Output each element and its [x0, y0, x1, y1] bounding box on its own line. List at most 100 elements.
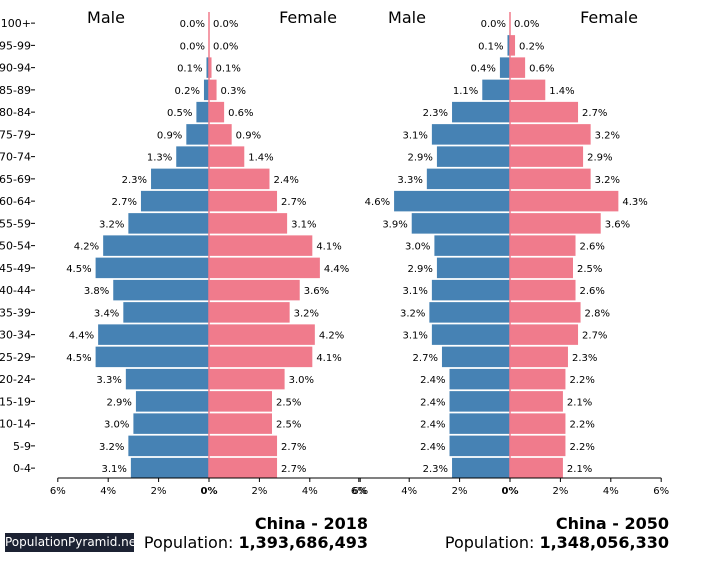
male-bar: [436, 257, 510, 279]
male-bar: [411, 213, 510, 234]
female-bar: [209, 413, 272, 434]
female-bar: [510, 79, 546, 101]
male-bar: [449, 391, 510, 412]
x-tick-label: 0%: [201, 486, 218, 497]
age-label: 15-19: [0, 395, 31, 408]
male-value-label: 2.9%: [107, 397, 132, 408]
male-value-label: 3.0%: [104, 420, 129, 431]
male-bar: [431, 124, 510, 145]
male-value-label: 1.3%: [147, 153, 172, 164]
brand-badge[interactable]: PopulationPyramid.net: [5, 533, 141, 552]
female-bar: [510, 302, 581, 323]
male-bar: [113, 279, 209, 301]
male-value-label: 0.5%: [167, 108, 192, 119]
x-tick-label: 2%: [552, 486, 568, 497]
age-label: 10-14: [0, 418, 31, 431]
male-value-label: 0.0%: [180, 41, 205, 52]
male-value-label: 2.9%: [408, 264, 433, 275]
female-bar: [209, 213, 288, 234]
age-label: 95-99: [0, 39, 31, 52]
female-bar: [209, 124, 232, 145]
male-bar: [135, 391, 209, 412]
female-value-label: 2.7%: [582, 108, 607, 119]
male-value-label: 2.7%: [112, 197, 137, 208]
female-bar: [209, 368, 285, 390]
female-value-label: 0.3%: [221, 86, 246, 97]
x-tick-label: 4%: [401, 486, 417, 497]
male-bar: [186, 124, 209, 145]
male-value-label: 3.2%: [99, 219, 124, 230]
female-value-label: 2.4%: [273, 175, 298, 186]
female-bar: [209, 435, 278, 457]
female-value-label: 2.7%: [281, 197, 306, 208]
x-tick-label: 6%: [653, 486, 669, 497]
female-value-label: 2.6%: [580, 286, 605, 297]
female-value-label: 3.2%: [294, 308, 319, 319]
male-value-label: 0.1%: [177, 64, 202, 75]
male-bar: [128, 435, 209, 457]
male-value-label: 3.4%: [94, 308, 119, 319]
male-bar: [452, 457, 510, 479]
age-label: 90-94: [0, 62, 31, 75]
age-label: 70-74: [0, 151, 31, 164]
female-bar: [209, 302, 290, 323]
age-label: 20-24: [0, 373, 31, 386]
male-bar: [449, 435, 510, 457]
female-value-label: 2.8%: [585, 308, 610, 319]
male-header: Male: [388, 8, 426, 27]
male-bar: [196, 101, 209, 123]
x-tick-label: 6%: [351, 486, 367, 497]
male-value-label: 3.0%: [405, 242, 430, 253]
x-tick-label: 4%: [100, 486, 116, 497]
female-value-label: 0.1%: [216, 64, 241, 75]
male-value-label: 0.0%: [180, 19, 205, 30]
x-tick-label: 4%: [603, 486, 619, 497]
male-value-label: 3.1%: [402, 286, 427, 297]
female-bar: [510, 346, 568, 368]
male-value-label: 3.1%: [402, 130, 427, 141]
male-bar: [449, 413, 510, 434]
population-value-2018: 1,393,686,493: [238, 533, 368, 552]
female-value-label: 3.6%: [605, 219, 630, 230]
x-tick-label: 6%: [352, 486, 368, 497]
male-value-label: 2.4%: [420, 375, 445, 386]
male-value-label: 4.4%: [69, 331, 94, 342]
female-bar: [209, 279, 300, 301]
age-label: 0-4: [13, 462, 31, 475]
female-bar: [209, 79, 217, 101]
male-bar: [452, 101, 510, 123]
female-value-label: 1.4%: [248, 153, 273, 164]
female-bar: [209, 457, 278, 479]
female-value-label: 4.3%: [622, 197, 647, 208]
female-bar: [510, 457, 563, 479]
pyramid-2018: Male Female 0.0% 0.0% 0.0% 0.0% 0.1% 0.1% 0.2% 0.…: [50, 8, 368, 497]
female-value-label: 0.6%: [529, 64, 554, 75]
female-bar: [209, 57, 212, 78]
female-bar: [510, 257, 573, 279]
female-bar: [510, 168, 591, 190]
age-label: 80-84: [0, 106, 31, 119]
female-bar: [510, 368, 566, 390]
pyramid-2050: Male Female 0.0% 0.0% 0.1% 0.2% 0.4% 0.6% 1.1% 1.…: [351, 8, 669, 497]
population-2018: Population: 1,393,686,493: [144, 533, 368, 552]
age-label: 55-59: [0, 217, 31, 230]
male-value-label: 0.4%: [471, 64, 496, 75]
male-bar: [103, 235, 209, 256]
male-bar: [125, 368, 209, 390]
female-value-label: 2.1%: [567, 464, 592, 475]
male-bar: [441, 346, 510, 368]
population-label: Population:: [444, 533, 535, 552]
female-bar: [510, 190, 619, 212]
x-tick-label: 2%: [452, 486, 468, 497]
age-group-labels: 100+ 95-99 90-94 85-89 80-84 75-79 70-74 65-69 6…: [0, 17, 35, 475]
female-value-label: 4.2%: [319, 331, 344, 342]
female-header: Female: [580, 8, 638, 27]
female-bar: [510, 235, 576, 256]
female-value-label: 2.3%: [572, 353, 597, 364]
female-value-label: 0.9%: [236, 130, 261, 141]
age-label: 5-9: [13, 440, 31, 453]
female-value-label: 0.0%: [514, 19, 539, 30]
female-bar: [209, 146, 245, 167]
female-value-label: 2.7%: [582, 331, 607, 342]
